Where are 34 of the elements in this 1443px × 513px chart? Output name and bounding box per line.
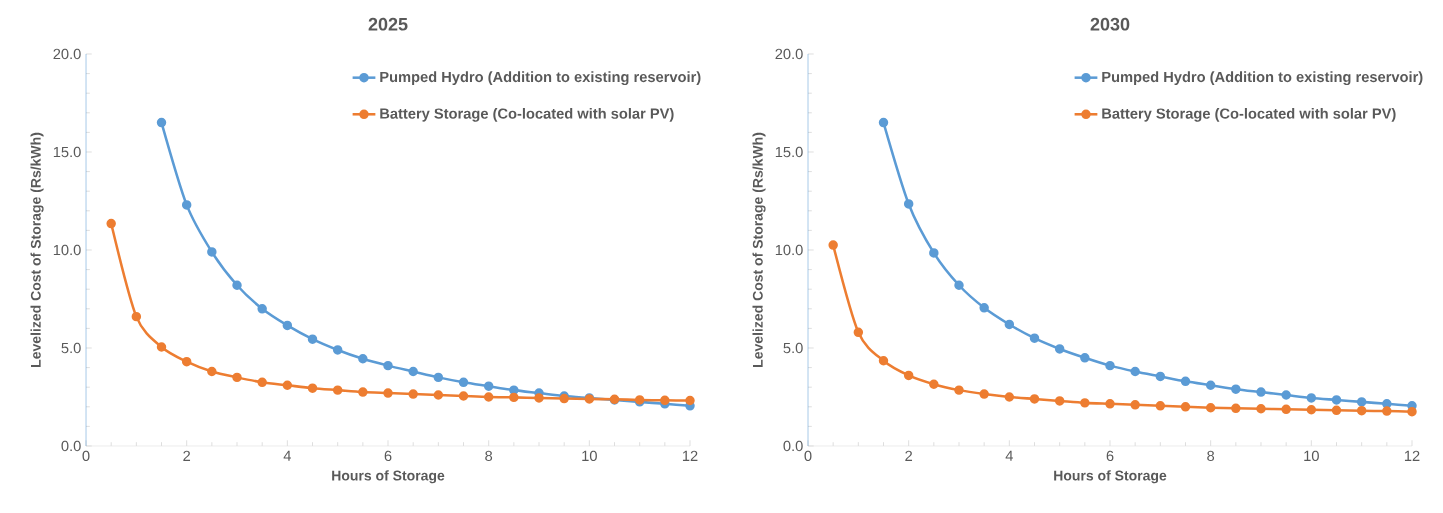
y-tick-label: 0.0 (783, 440, 803, 452)
chart-title: 2030 (1090, 17, 1130, 31)
y-tick-label: 0.0 (61, 440, 81, 452)
x-tick-label: 2 (905, 450, 913, 461)
legend-label: Pumped Hydro (Addition to existing reservoir) (380, 71, 701, 86)
y-tick-label: 10.0 (53, 244, 81, 256)
x-tick-label: 12 (1404, 450, 1420, 461)
y-tick-label: 20.0 (53, 48, 81, 60)
y-tick-label: 20.0 (775, 48, 803, 60)
x-axis-title: Hours of Storage (332, 470, 445, 484)
x-tick-label: 4 (1005, 450, 1013, 461)
x-tick-label: 6 (384, 450, 392, 462)
chart-title: 2025 (368, 17, 408, 31)
y-tick-label: 5.0 (783, 342, 803, 354)
y-tick-label: 15.0 (53, 146, 81, 158)
legend-label: Battery Storage (Co-located with solar PV) (1102, 107, 1396, 122)
y-tick-label: 5.0 (61, 342, 81, 354)
x-tick-label: 0 (82, 450, 90, 462)
x-tick-label: 6 (1106, 450, 1114, 462)
x-tick-label: 2 (183, 450, 191, 461)
x-tick-label: 8 (485, 450, 493, 462)
x-tick-label: 8 (1207, 450, 1215, 462)
x-tick-label: 12 (682, 450, 698, 461)
x-axis-title: Hours of Storage (1054, 470, 1167, 484)
x-tick-label: 10 (1304, 450, 1319, 462)
x-tick-label: 4 (283, 450, 291, 461)
x-tick-label: 10 (582, 450, 597, 462)
x-tick-label: 0 (804, 450, 812, 462)
y-axis-title: Levelized Cost of Storage (Rs/kWh) (752, 132, 766, 367)
y-axis-title: Levelized Cost of Storage (Rs/kWh) (30, 132, 44, 367)
legend-label: Battery Storage (Co-located with solar PV) (380, 107, 674, 122)
y-tick-label: 10.0 (775, 244, 803, 256)
y-tick-label: 15.0 (775, 146, 803, 158)
legend-label: Pumped Hydro (Addition to existing reservoir) (1102, 71, 1423, 86)
